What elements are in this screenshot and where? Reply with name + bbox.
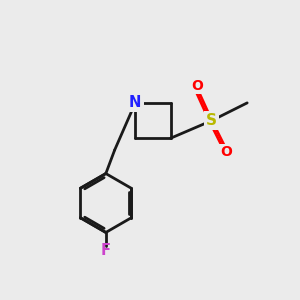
Text: S: S xyxy=(206,113,217,128)
Text: N: N xyxy=(129,95,142,110)
Text: O: O xyxy=(220,146,232,159)
Text: O: O xyxy=(191,79,203,93)
Text: F: F xyxy=(101,244,111,259)
